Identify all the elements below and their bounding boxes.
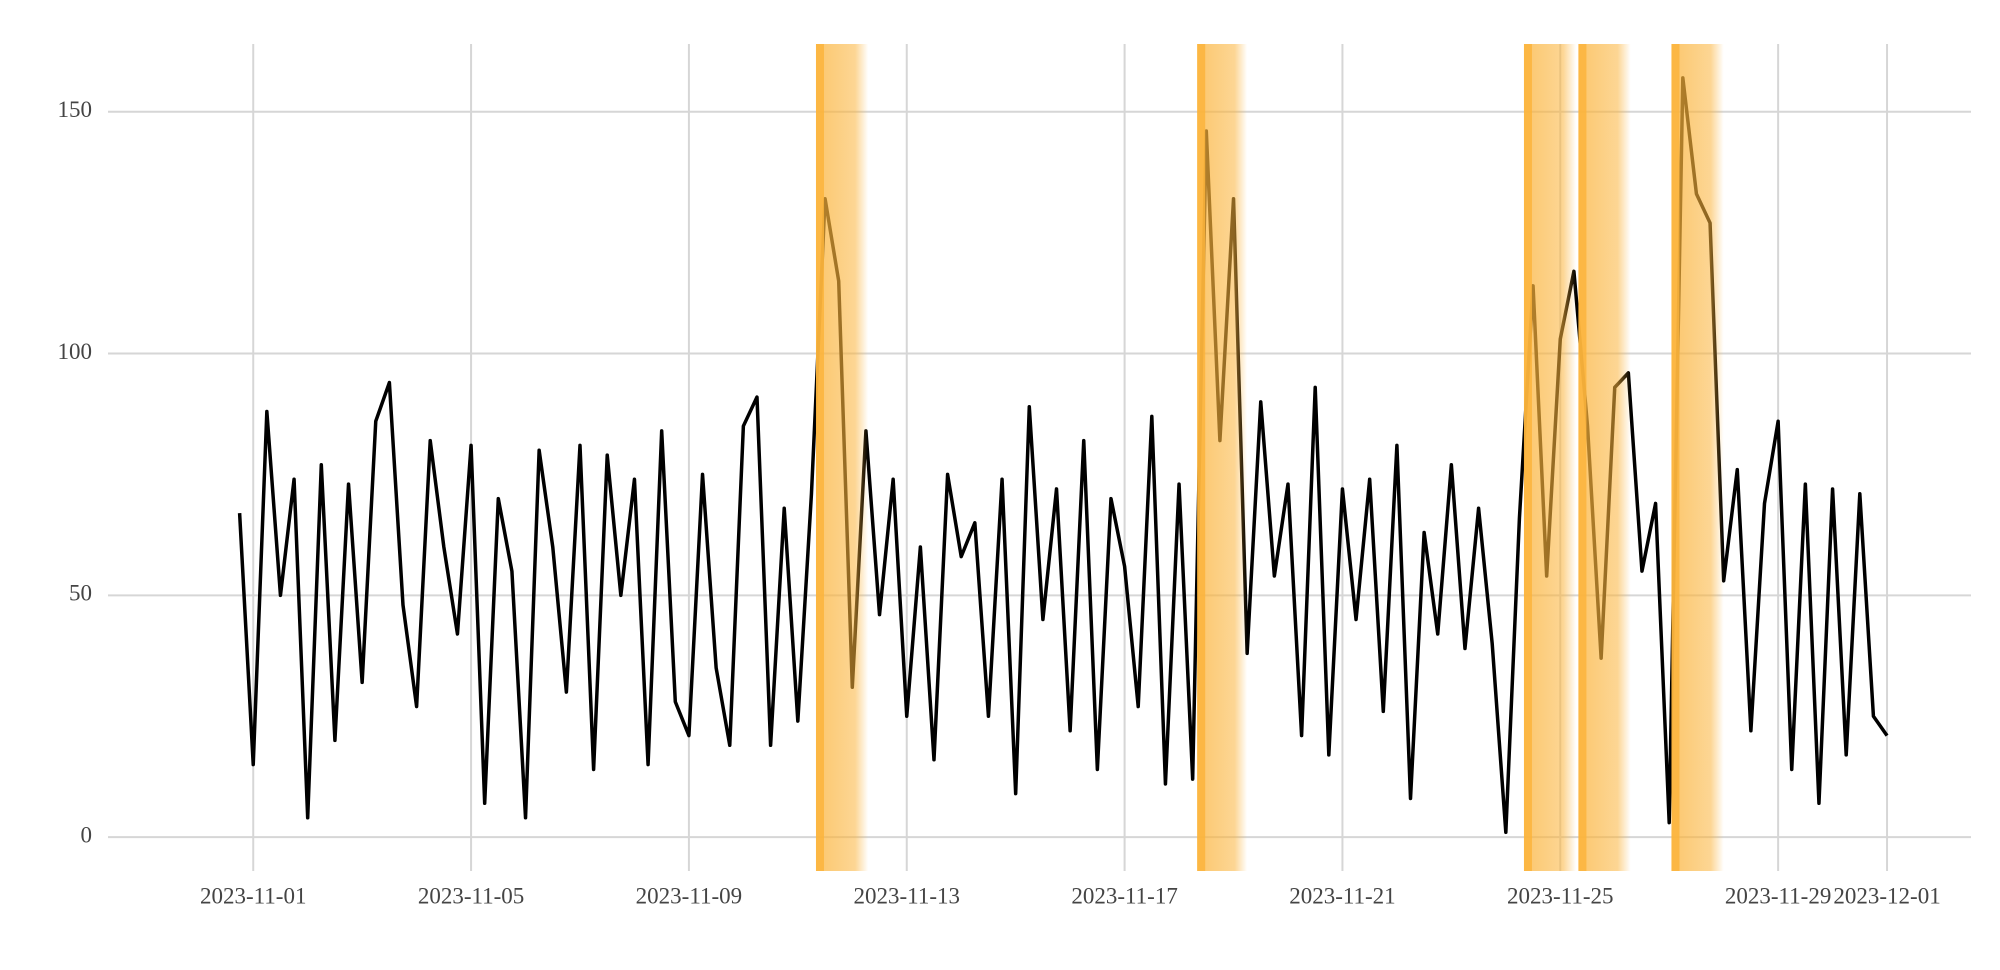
highlight-band [815,44,869,871]
highlight-fill [1578,44,1631,871]
y-tick-label: 150 [58,97,93,122]
data-line [237,76,1889,835]
x-tick-label: 2023-11-21 [1289,883,1395,908]
highlight-edge [1523,44,1532,871]
y-tick-label: 50 [69,581,92,606]
x-tick-label: 2023-11-25 [1507,883,1613,908]
highlight-fill [1197,44,1248,871]
highlight-band [1523,44,1577,871]
highlight-band [1197,44,1248,871]
x-tick-label: 2023-11-01 [200,883,306,908]
highlight-edge [1671,44,1680,871]
highlight-edge [815,44,824,871]
highlight-fill [815,44,869,871]
highlight-band [1671,44,1724,871]
x-tick-label: 2023-11-13 [854,883,960,908]
highlight-fill [1671,44,1724,871]
x-tick-label: 2023-11-05 [418,883,524,908]
highlight-fill [1523,44,1577,871]
x-tick-label: 2023-12-01 [1833,883,1940,908]
highlight-band [1578,44,1631,871]
x-tick-label: 2023-11-29 [1725,883,1831,908]
y-tick-label: 100 [58,339,93,364]
x-tick-label: 2023-11-09 [636,883,742,908]
highlight-edge [1578,44,1587,871]
y-tick-label: 0 [81,822,93,847]
highlight-edge [1197,44,1206,871]
x-tick-label: 2023-11-17 [1071,883,1177,908]
